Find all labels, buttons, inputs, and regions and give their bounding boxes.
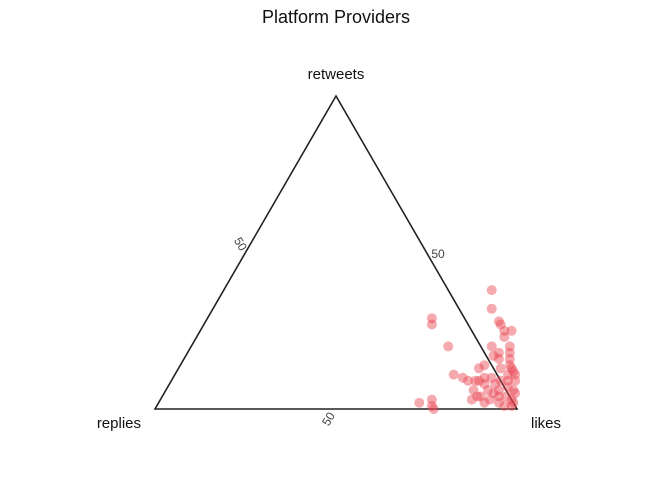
data-point [426,400,437,411]
data-point [504,341,515,352]
data-point [474,375,484,386]
data-point [479,372,490,383]
data-point [483,385,493,396]
data-point [495,319,506,330]
data-point [490,379,501,389]
data-point [472,391,483,402]
tick-label-bottom-50: 50 [319,409,338,428]
data-point [503,369,513,380]
data-point [504,360,515,371]
data-point [414,397,425,408]
data-point [488,350,499,361]
axis-label-likes: likes [531,415,561,432]
data-point [508,366,519,377]
data-point [463,375,474,386]
data-point [479,397,490,408]
data-point [486,341,497,352]
data-point [506,325,517,336]
data-point [457,372,468,383]
data-point [510,369,521,380]
data-point [501,391,512,402]
data-point [495,363,506,374]
tick-label-left-50: 50 [231,235,250,254]
data-point [493,316,504,327]
data-point [502,382,513,393]
data-point [510,375,521,386]
data-point [506,363,517,374]
data-point [499,325,510,336]
data-point [486,303,497,314]
data-point [495,375,506,386]
data-point [426,319,437,330]
data-point [426,313,437,324]
data-point [428,404,439,414]
tick-label-right-50: 50 [431,247,445,261]
data-point [466,394,477,405]
data-point [506,394,517,405]
data-point [493,385,504,396]
data-point [479,379,490,389]
data-point [426,394,437,405]
triangle-outline [153,94,519,410]
data-point [493,347,504,358]
data-point [493,353,504,364]
data-point [486,372,497,383]
data-point [504,347,515,358]
axis-label-replies: replies [97,415,141,432]
data-point [499,400,510,411]
data-point [475,391,486,402]
chart-title: Platform Providers [262,7,410,27]
data-point [508,385,519,396]
data-point [443,341,454,352]
data-point [510,388,521,399]
data-point [502,375,513,386]
axis-label-retweets: retweets [308,66,365,83]
data-point [506,400,517,411]
data-point [486,285,497,296]
data-point [448,369,459,380]
data-point [474,363,484,374]
data-point [493,391,504,402]
data-point [470,375,481,386]
data-point [493,397,504,408]
data-point [508,397,519,408]
data-points [414,285,521,414]
data-point [488,388,499,399]
data-point [499,332,510,342]
data-point [484,394,495,405]
triangle-frame [153,94,519,410]
data-point [468,385,479,396]
data-point [504,353,515,364]
data-point [479,360,490,371]
